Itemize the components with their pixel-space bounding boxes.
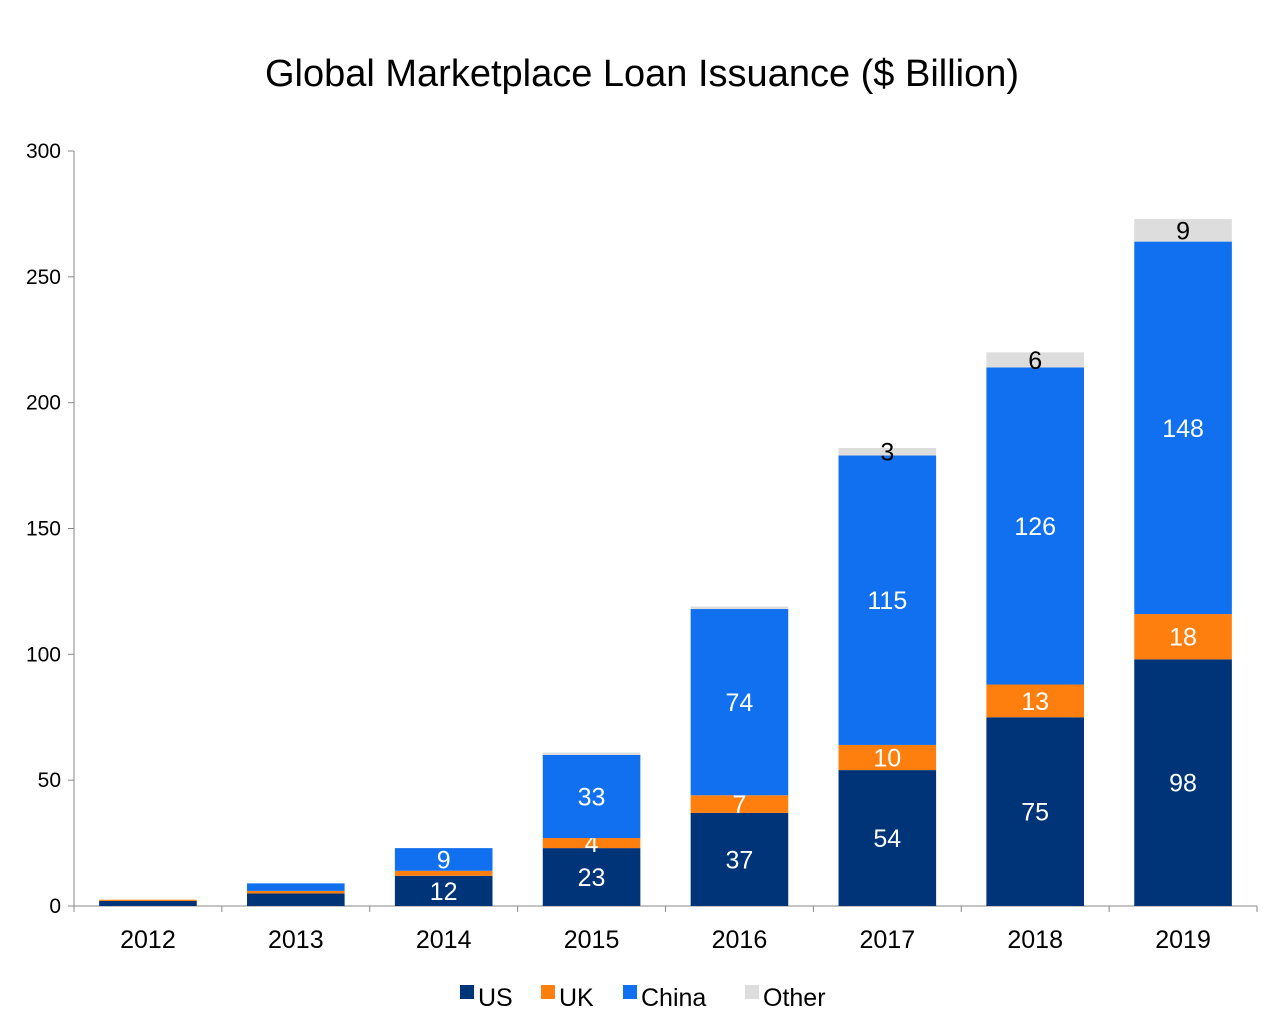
bar-segment-uk-2017 — [838, 744, 937, 771]
bar-segment-uk-2014 — [394, 870, 493, 876]
bar-segment-other-2019 — [1134, 218, 1232, 242]
data-label-china-2014: 9 — [437, 846, 451, 874]
data-label-other-2018: 6 — [1028, 347, 1042, 375]
data-label-uk-2016: 7 — [732, 791, 746, 819]
y-tick-label: 200 — [26, 392, 61, 415]
x-tick-label: 2016 — [712, 926, 768, 954]
data-label-us-2016: 37 — [726, 846, 754, 874]
x-tick-label: 2017 — [860, 926, 916, 954]
legend-swatch-china — [623, 985, 637, 999]
x-tick-label: 2012 — [120, 926, 176, 954]
data-label-china-2016: 74 — [726, 689, 754, 717]
data-label-china-2015: 33 — [578, 784, 606, 812]
chart-legend: US UK China Other — [460, 984, 826, 1012]
x-tick-label: 2014 — [416, 926, 472, 954]
legend-label-other: Other — [763, 984, 826, 1012]
data-label-china-2019: 148 — [1162, 415, 1204, 443]
bar-segment-other-2016 — [690, 606, 789, 610]
data-label-us-2015: 23 — [578, 864, 606, 892]
y-tick-label: 0 — [49, 895, 61, 918]
bar-segment-other-2015 — [542, 752, 641, 755]
legend-swatch-other — [745, 985, 759, 999]
legend-swatch-uk — [541, 985, 555, 999]
data-label-uk-2017: 10 — [873, 745, 901, 773]
bar-segment-other-2017 — [838, 447, 937, 456]
bar-segment-uk-2018 — [986, 684, 1084, 718]
bar-segment-china-2016 — [690, 609, 789, 796]
bar-segment-uk-2019 — [1134, 614, 1232, 660]
bar-segment-china-2019 — [1134, 241, 1232, 615]
data-label-china-2017: 115 — [867, 587, 907, 615]
legend-label-uk: UK — [559, 984, 594, 1012]
legend-label-us: US — [478, 984, 513, 1012]
x-tick-label: 2019 — [1155, 926, 1211, 954]
bar-segment-uk-2012 — [99, 899, 197, 901]
bar-segment-us-2014 — [394, 875, 493, 906]
bar-segment-uk-2013 — [247, 890, 345, 894]
data-label-us-2017: 54 — [873, 825, 901, 853]
bar-segment-us-2017 — [838, 770, 937, 906]
y-tick-label: 50 — [38, 769, 61, 792]
bar-segment-us-2015 — [542, 848, 641, 906]
y-tick-label: 300 — [26, 140, 61, 163]
data-label-us-2019: 98 — [1169, 770, 1197, 798]
y-tick-label: 100 — [26, 643, 61, 666]
bar-segment-china-2018 — [986, 367, 1084, 685]
data-label-uk-2018: 13 — [1021, 688, 1049, 716]
bar-segment-uk-2016 — [690, 795, 789, 813]
x-tick-label: 2018 — [1007, 926, 1063, 954]
bar-segment-china-2017 — [838, 455, 937, 745]
bar-segment-us-2019 — [1134, 659, 1232, 906]
data-label-uk-2019: 18 — [1169, 624, 1197, 652]
bar-segment-china-2013 — [247, 883, 345, 891]
y-tick-label: 250 — [26, 266, 61, 289]
data-label-other-2017: 3 — [880, 439, 894, 467]
y-tick-label: 150 — [26, 518, 61, 541]
bar-segment-other-2018 — [986, 352, 1084, 368]
x-tick-label: 2013 — [268, 926, 324, 954]
bar-segment-uk-2015 — [542, 838, 641, 849]
bar-segment-china-2015 — [542, 755, 641, 839]
bar-segment-us-2018 — [986, 717, 1084, 906]
chart-title: Global Marketplace Loan Issuance ($ Bill… — [265, 53, 1019, 95]
data-label-us-2018: 75 — [1021, 799, 1049, 827]
x-axis-tick-labels: 2012 2013 2014 2015 2016 2017 2018 2019 — [120, 926, 1211, 954]
bar-segment-us-2016 — [690, 812, 789, 906]
data-label-china-2018: 126 — [1014, 513, 1056, 541]
legend-swatch-us — [460, 985, 474, 999]
legend-label-china: China — [641, 984, 706, 1012]
data-label-us-2014: 12 — [430, 878, 458, 906]
bar-segment-us-2013 — [247, 893, 345, 906]
data-label-other-2019: 9 — [1176, 217, 1190, 245]
bar-segment-us-2012 — [99, 900, 197, 906]
x-tick-label: 2015 — [564, 926, 620, 954]
bar-segment-china-2014 — [394, 848, 493, 871]
